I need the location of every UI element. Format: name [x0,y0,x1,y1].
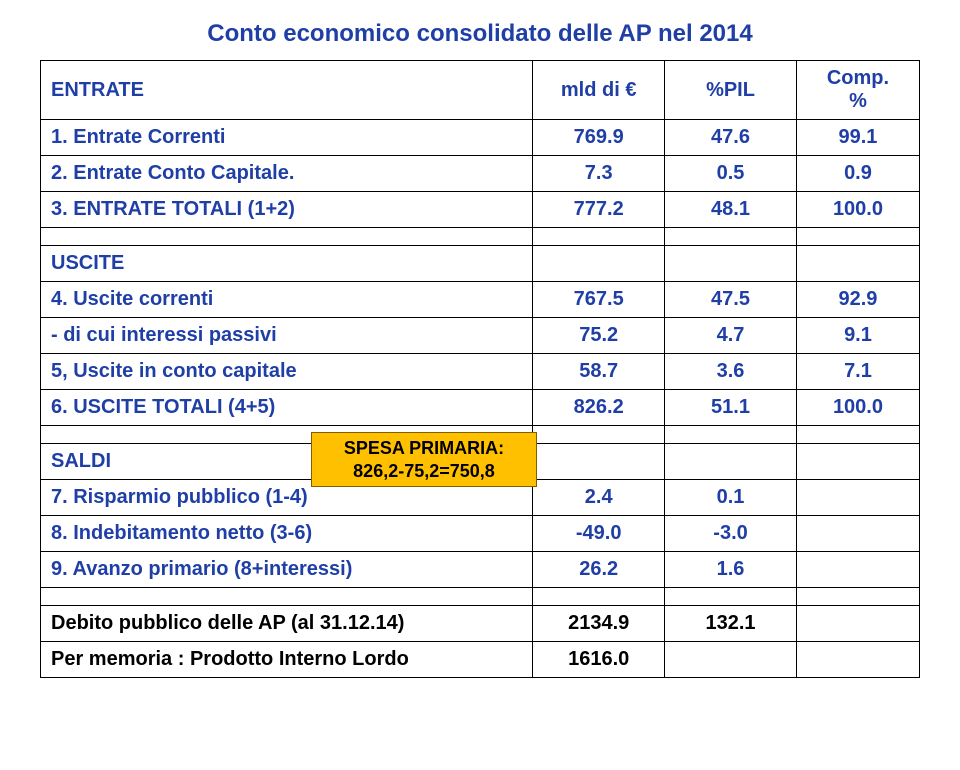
row-val: 1.6 [665,552,797,588]
spacer-row [41,588,920,606]
row-val: 777.2 [533,192,665,228]
row-val [796,606,919,642]
header-col2: %PIL [665,61,797,120]
row-label: - di cui interessi passivi [41,318,533,354]
row-val: 3.6 [665,354,797,390]
row-val: 99.1 [796,120,919,156]
row-label: 5, Uscite in conto capitale [41,354,533,390]
header-entrate: ENTRATE [41,61,533,120]
table-row: - di cui interessi passivi 75.2 4.7 9.1 [41,318,920,354]
table-row: 1. Entrate Correnti 769.9 47.6 99.1 [41,120,920,156]
row-val [665,246,797,282]
uscite-header: USCITE [41,246,533,282]
table-row: Per memoria : Prodotto Interno Lordo 161… [41,642,920,678]
row-val [533,246,665,282]
row-val [665,444,797,480]
row-val: 47.6 [665,120,797,156]
header-col1: mld di € [533,61,665,120]
spacer-row [41,228,920,246]
row-val: 0.5 [665,156,797,192]
row-val: 51.1 [665,390,797,426]
row-val [533,444,665,480]
row-val: 9.1 [796,318,919,354]
row-val [665,642,797,678]
row-val: 100.0 [796,192,919,228]
row-label: Debito pubblico delle AP (al 31.12.14) [41,606,533,642]
row-val: -3.0 [665,516,797,552]
row-label: 2. Entrate Conto Capitale. [41,156,533,192]
row-val: 48.1 [665,192,797,228]
row-val: 2.4 [533,480,665,516]
spesa-primaria-callout: SPESA PRIMARIA: 826,2-75,2=750,8 [311,432,537,487]
row-val: 7.3 [533,156,665,192]
row-label: 8. Indebitamento netto (3-6) [41,516,533,552]
header-col3: Comp. % [796,61,919,120]
table-row: 4. Uscite correnti 767.5 47.5 92.9 [41,282,920,318]
row-val: 132.1 [665,606,797,642]
callout-line1: SPESA PRIMARIA: [344,438,504,458]
table-row: 8. Indebitamento netto (3-6) -49.0 -3.0 [41,516,920,552]
row-val [796,642,919,678]
table-section-header: SALDI SPESA PRIMARIA: 826,2-75,2=750,8 [41,444,920,480]
row-val: 7.1 [796,354,919,390]
table-row: 2. Entrate Conto Capitale. 7.3 0.5 0.9 [41,156,920,192]
row-label: Per memoria : Prodotto Interno Lordo [41,642,533,678]
row-val [796,480,919,516]
row-val: 4.7 [665,318,797,354]
row-label: 9. Avanzo primario (8+interessi) [41,552,533,588]
row-val: 1616.0 [533,642,665,678]
row-val: 47.5 [665,282,797,318]
table-row: 3. ENTRATE TOTALI (1+2) 777.2 48.1 100.0 [41,192,920,228]
row-val: 826.2 [533,390,665,426]
row-val: 75.2 [533,318,665,354]
row-val: 26.2 [533,552,665,588]
row-label: 4. Uscite correnti [41,282,533,318]
row-val: 769.9 [533,120,665,156]
row-val [796,444,919,480]
row-val: 0.1 [665,480,797,516]
table-row: 6. USCITE TOTALI (4+5) 826.2 51.1 100.0 [41,390,920,426]
table-row: 9. Avanzo primario (8+interessi) 26.2 1.… [41,552,920,588]
row-label: 3. ENTRATE TOTALI (1+2) [41,192,533,228]
table-row: Debito pubblico delle AP (al 31.12.14) 2… [41,606,920,642]
row-val: 92.9 [796,282,919,318]
row-val [796,246,919,282]
row-val: 767.5 [533,282,665,318]
row-val: 2134.9 [533,606,665,642]
table-section-header: USCITE [41,246,920,282]
saldi-header: SALDI [51,450,111,472]
row-label: 1. Entrate Correnti [41,120,533,156]
table-row: 5, Uscite in conto capitale 58.7 3.6 7.1 [41,354,920,390]
row-val: 58.7 [533,354,665,390]
callout-line2: 826,2-75,2=750,8 [353,461,495,481]
row-val: -49.0 [533,516,665,552]
row-label: 6. USCITE TOTALI (4+5) [41,390,533,426]
row-val: 100.0 [796,390,919,426]
saldi-header-cell: SALDI SPESA PRIMARIA: 826,2-75,2=750,8 [41,444,533,480]
page-title: Conto economico consolidato delle AP nel… [40,20,920,48]
row-val: 0.9 [796,156,919,192]
row-val [796,552,919,588]
table-header-row: ENTRATE mld di € %PIL Comp. % [41,61,920,120]
row-val [796,516,919,552]
econ-table: ENTRATE mld di € %PIL Comp. % 1. Entrate… [40,60,920,678]
